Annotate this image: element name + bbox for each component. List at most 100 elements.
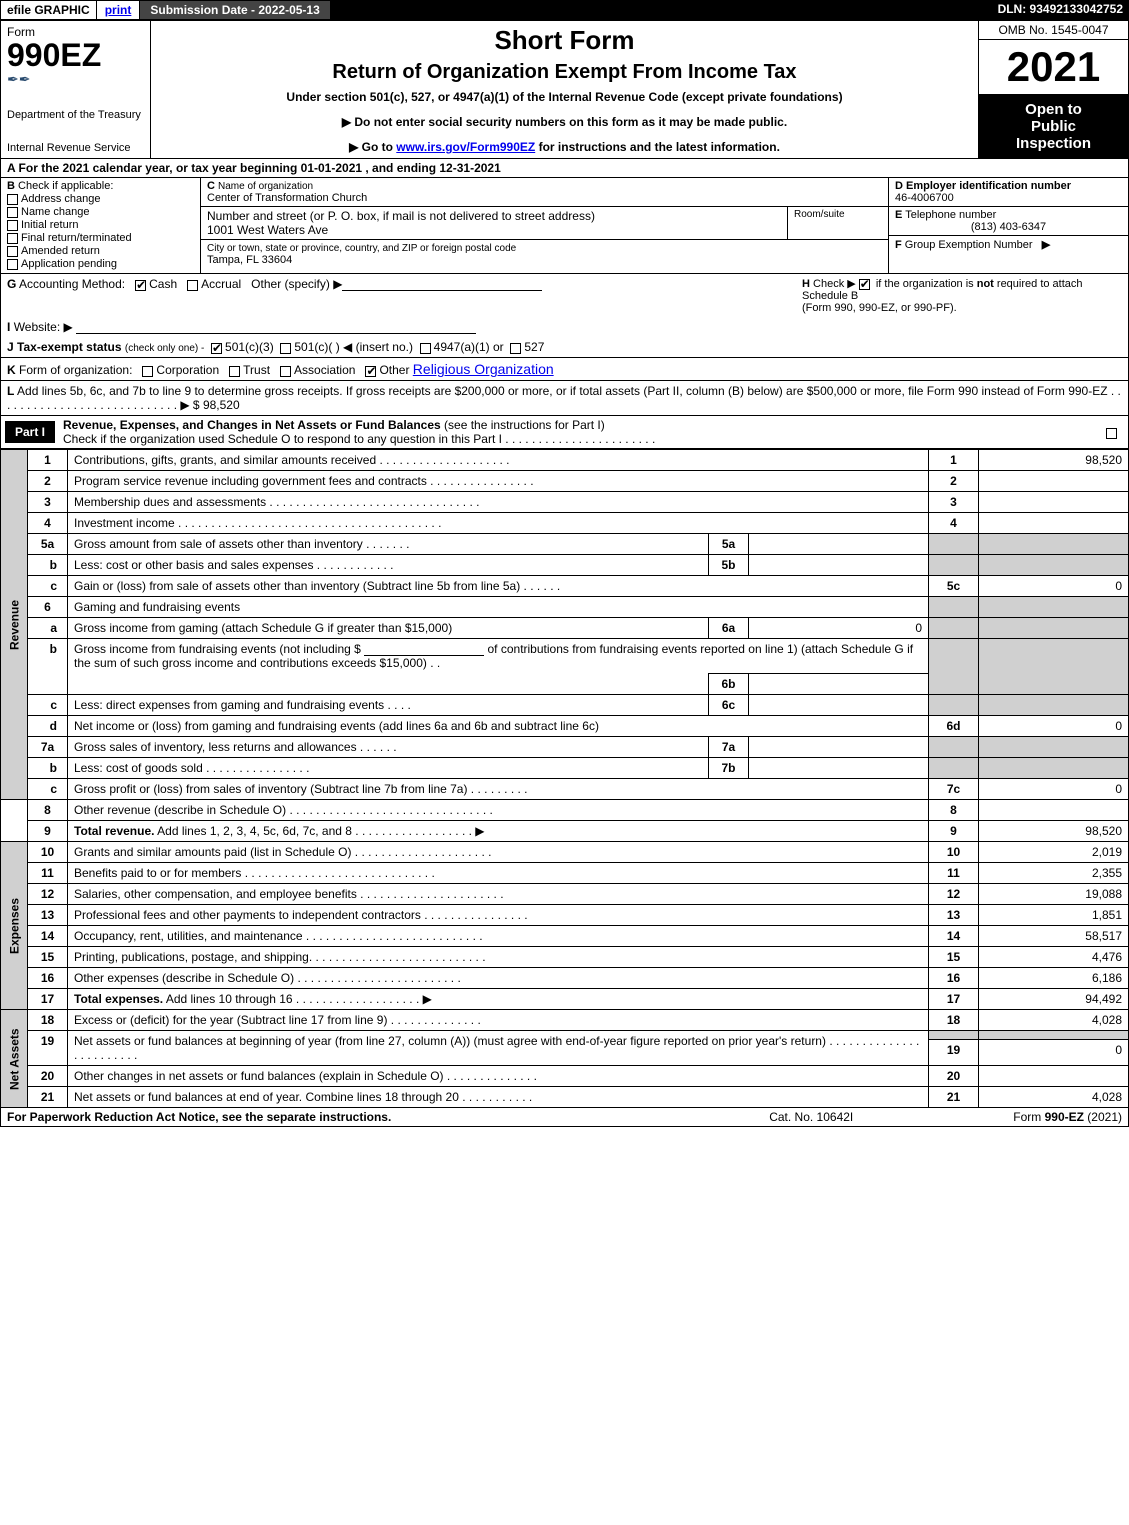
line-1-value: 98,520 xyxy=(979,450,1129,471)
line-5c-value: 0 xyxy=(979,576,1129,597)
line-20-value xyxy=(979,1066,1129,1087)
line-5b-value xyxy=(749,555,929,576)
group-label: Group Exemption Number xyxy=(905,239,1033,251)
title-return: Return of Organization Exempt From Incom… xyxy=(161,61,968,84)
side-expenses: Expenses xyxy=(1,842,28,1010)
footer-cat: Cat. No. 10642I xyxy=(769,1110,853,1124)
website-input[interactable] xyxy=(76,320,476,334)
line-7c-value: 0 xyxy=(979,779,1129,800)
phone-value: (813) 403-6347 xyxy=(895,221,1122,233)
dln-label: DLN: 93492133042752 xyxy=(992,0,1129,20)
chk-assoc[interactable] xyxy=(280,366,291,377)
chk-cash[interactable] xyxy=(135,280,146,291)
chk-other-org[interactable] xyxy=(365,366,376,377)
header-center: Short Form Return of Organization Exempt… xyxy=(151,21,978,158)
header-right: OMB No. 1545-0047 2021 Open to Public In… xyxy=(978,21,1128,158)
open-inspection: Open to Public Inspection xyxy=(979,95,1128,158)
chk-address-change[interactable]: Address change xyxy=(7,193,194,205)
g-text: Accounting Method: xyxy=(19,277,125,291)
chk-corp[interactable] xyxy=(142,366,153,377)
chk-501c[interactable] xyxy=(280,343,291,354)
chk-501c3[interactable] xyxy=(211,343,222,354)
line-3-value xyxy=(979,492,1129,513)
top-bar: efile GRAPHIC print Submission Date - 20… xyxy=(0,0,1129,20)
note-goto-post: for instructions and the latest informat… xyxy=(535,140,780,154)
chk-final-return[interactable]: Final return/terminated xyxy=(7,232,194,244)
g-label: G xyxy=(7,277,16,291)
line-6b-contrib-input[interactable] xyxy=(364,642,484,656)
print-button[interactable]: print xyxy=(97,0,140,20)
title-short-form: Short Form xyxy=(161,25,968,56)
section-b: B Check if applicable: Address change Na… xyxy=(1,178,201,273)
c-label: C xyxy=(207,180,215,192)
e-label: E xyxy=(895,209,902,221)
org-address: 1001 West Waters Ave xyxy=(207,223,328,237)
line-17-value: 94,492 xyxy=(979,989,1129,1010)
section-a: A For the 2021 calendar year, or tax yea… xyxy=(0,159,1129,178)
chk-527[interactable] xyxy=(510,343,521,354)
line-2-value xyxy=(979,471,1129,492)
f-label: F xyxy=(895,239,902,251)
chk-schedule-b[interactable] xyxy=(859,279,870,290)
chk-accrual[interactable] xyxy=(187,280,198,291)
room-label: Room/suite xyxy=(794,209,845,220)
line-14-value: 58,517 xyxy=(979,926,1129,947)
ein-label: Employer identification number xyxy=(906,180,1071,192)
line-5a-value xyxy=(749,534,929,555)
part-1-header: Part I Revenue, Expenses, and Changes in… xyxy=(0,416,1129,449)
line-7a-value xyxy=(749,737,929,758)
c-name-label: Name of organization xyxy=(218,181,313,192)
part-1-label: Part I xyxy=(5,421,55,443)
chk-initial-return[interactable]: Initial return xyxy=(7,219,194,231)
phone-label: Telephone number xyxy=(905,209,996,221)
b-label: B xyxy=(7,180,15,192)
form-header: Form 990EZ ✒︎✒︎ Department of the Treasu… xyxy=(0,20,1129,159)
other-org-value[interactable]: Religious Organization xyxy=(413,361,554,377)
dept-irs: Internal Revenue Service xyxy=(7,142,144,154)
side-revenue: Revenue xyxy=(1,450,28,800)
omb-number: OMB No. 1545-0047 xyxy=(979,21,1128,40)
line-15-value: 4,476 xyxy=(979,947,1129,968)
line-18-value: 4,028 xyxy=(979,1010,1129,1031)
part-1-title: Revenue, Expenses, and Changes in Net As… xyxy=(63,416,1098,448)
other-method-input[interactable] xyxy=(342,277,542,291)
l-label: L xyxy=(7,384,14,398)
section-c: C Name of organization Center of Transfo… xyxy=(201,178,888,273)
chk-name-change[interactable]: Name change xyxy=(7,206,194,218)
tax-year: 2021 xyxy=(979,40,1128,95)
pen-icon: ✒︎✒︎ xyxy=(7,71,144,88)
org-name: Center of Transformation Church xyxy=(207,192,367,204)
header-left: Form 990EZ ✒︎✒︎ Department of the Treasu… xyxy=(1,21,151,158)
inspect-2: Public xyxy=(983,118,1124,135)
chk-part1-schedO[interactable] xyxy=(1106,428,1117,439)
chk-4947[interactable] xyxy=(420,343,431,354)
line-6b-value xyxy=(749,674,929,695)
line-19-value: 0 xyxy=(979,1039,1129,1065)
addr-label: Number and street (or P. O. box, if mail… xyxy=(207,209,595,223)
irs-link[interactable]: www.irs.gov/Form990EZ xyxy=(396,140,535,154)
line-6a-value: 0 xyxy=(749,618,929,639)
note-goto-pre: ▶ Go to xyxy=(349,140,396,154)
chk-application-pending[interactable]: Application pending xyxy=(7,258,194,270)
efile-label: efile GRAPHIC xyxy=(0,0,97,20)
section-def: D Employer identification number 46-4006… xyxy=(888,178,1128,273)
ein-value: 46-4006700 xyxy=(895,192,954,204)
gross-receipts: 98,520 xyxy=(203,398,240,412)
line-16-value: 6,186 xyxy=(979,968,1129,989)
city-label: City or town, state or province, country… xyxy=(207,243,516,254)
dept-treasury: Department of the Treasury xyxy=(7,109,144,121)
note-ssn: ▶ Do not enter social security numbers o… xyxy=(161,115,968,129)
footer-left: For Paperwork Reduction Act Notice, see … xyxy=(7,1110,769,1124)
chk-amended-return[interactable]: Amended return xyxy=(7,245,194,257)
j-label: J xyxy=(7,340,14,354)
entity-block: B Check if applicable: Address change Na… xyxy=(0,178,1129,274)
inspect-1: Open to xyxy=(983,101,1124,118)
line-6c-value xyxy=(749,695,929,716)
footer-right: Form 990-EZ (2021) xyxy=(1013,1110,1122,1124)
i-label: I xyxy=(7,320,10,334)
line-8-value xyxy=(979,800,1129,821)
line-13-value: 1,851 xyxy=(979,905,1129,926)
line-7b-value xyxy=(749,758,929,779)
chk-trust[interactable] xyxy=(229,366,240,377)
k-label: K xyxy=(7,363,16,377)
